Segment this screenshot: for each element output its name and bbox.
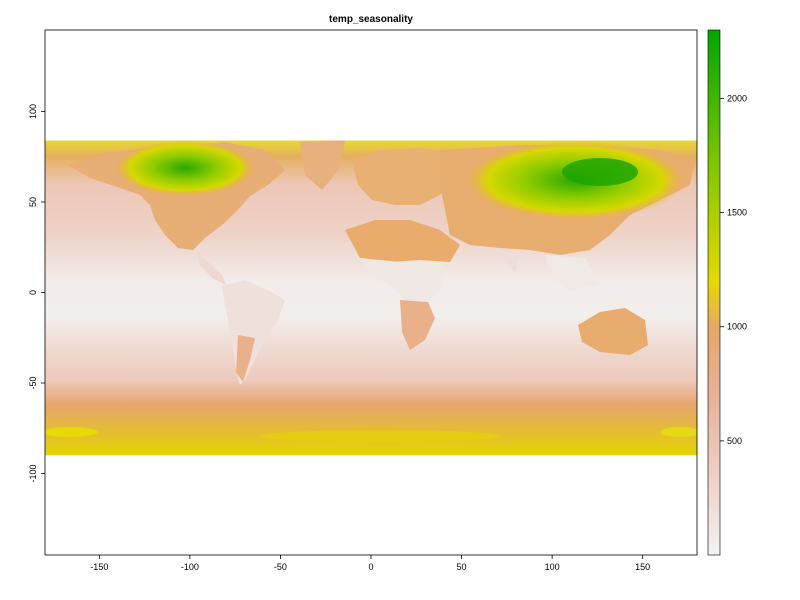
legend-colorbar (707, 29, 721, 556)
y-tick-label: 50 (28, 197, 38, 207)
europe-landmass (352, 148, 455, 205)
south-asia (495, 250, 520, 272)
antarctica-central (260, 430, 500, 442)
legend-tick-label: 500 (727, 436, 742, 446)
legend: 500 1000 1500 2000 (707, 29, 747, 556)
x-tick-label: 50 (457, 562, 467, 572)
legend-tick-label: 1000 (727, 322, 747, 332)
greenland (300, 140, 345, 190)
x-tick-label: 100 (545, 562, 560, 572)
no-data-top (45, 30, 697, 141)
y-tick-label: 0 (28, 290, 38, 295)
x-axis: -150 -100 -50 0 50 100 150 (90, 555, 650, 572)
legend-tick-label: 2000 (727, 93, 747, 103)
y-tick-label: -50 (28, 377, 38, 390)
south-america-south (236, 335, 255, 382)
y-tick-label: 100 (28, 104, 38, 119)
australia-landmass (578, 308, 648, 355)
chart-title: temp_seasonality (329, 14, 413, 25)
y-tick-label: -100 (28, 465, 38, 483)
north-america-high-seasonality (115, 140, 255, 196)
africa-central (360, 258, 445, 305)
central-america (195, 250, 226, 285)
x-tick-label: -150 (90, 562, 108, 572)
africa-north (345, 220, 460, 262)
legend-ticks: 500 1000 1500 2000 (720, 93, 747, 446)
x-tick-label: 150 (635, 562, 650, 572)
y-axis: -100 -50 0 50 100 (28, 104, 45, 483)
antarctica-west (45, 427, 98, 437)
x-tick-label: 0 (368, 562, 373, 572)
southeast-asia (545, 255, 600, 290)
antarctica-east (660, 427, 697, 437)
x-tick-label: -100 (181, 562, 199, 572)
africa-south (400, 300, 435, 350)
no-data-bottom (45, 455, 697, 555)
legend-tick-label: 1500 (727, 208, 747, 218)
x-tick-label: -50 (274, 562, 287, 572)
raster-layer (45, 30, 697, 555)
siberia-peak (562, 158, 638, 186)
